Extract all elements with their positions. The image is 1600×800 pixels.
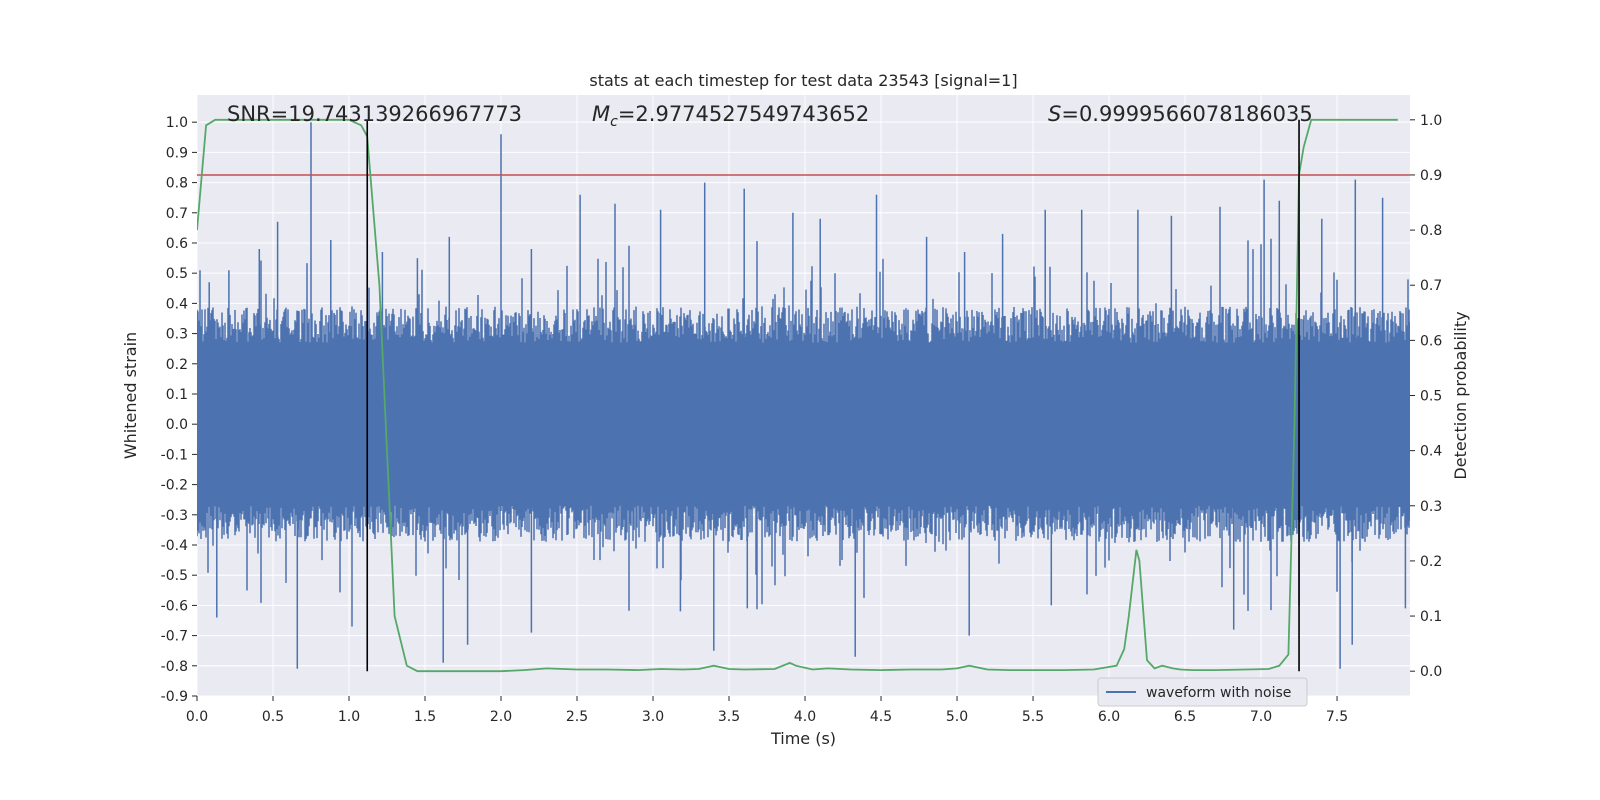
- y-tick-label: -0.8: [161, 659, 188, 675]
- y-tick-label: 0.7: [166, 206, 188, 222]
- y-tick-label: -0.5: [161, 568, 188, 584]
- y-tick-label: 0.3: [166, 327, 188, 343]
- y-axis-right-label: Detection probability: [1451, 311, 1470, 479]
- axes: 0.0 0.5 1.0 1.5 2.0 2.5 3.0 3.5 4.0 4.5 5.0 5.5 6.0 6…: [161, 113, 1443, 725]
- chart-title: stats at each timestep for test data 235…: [589, 71, 1017, 90]
- y-tick-label: 0.1: [166, 387, 188, 403]
- x-tick-label: 7.5: [1326, 709, 1348, 725]
- detection-probability-series: [197, 118, 1398, 673]
- y-tick-label: 0.5: [166, 266, 188, 282]
- x-tick-label: 0.0: [186, 709, 208, 725]
- waveform-series: [197, 122, 1410, 669]
- y-right-tick-label: 0.1: [1420, 609, 1442, 625]
- x-tick-label: 6.5: [1174, 709, 1196, 725]
- x-tick-label: 1.5: [414, 709, 436, 725]
- x-tick-label: 2.0: [490, 709, 512, 725]
- y-right-tick-label: 0.2: [1420, 554, 1442, 570]
- legend-box: [1097, 677, 1308, 707]
- annotations: SNR=19.743139266967773 Mc=2.977452754974…: [227, 102, 1313, 130]
- y-tick-label: 0.6: [166, 236, 188, 252]
- x-tick-label: 3.0: [642, 709, 664, 725]
- mc-subscript: c: [610, 114, 618, 130]
- mc-value: =2.9774527549743652: [618, 102, 869, 126]
- s-symbol: S: [1048, 102, 1061, 126]
- plot-content: [197, 118, 1410, 673]
- y-tick-label: 0.8: [166, 176, 188, 192]
- y-right-tick-label: 0.5: [1420, 389, 1442, 405]
- y-right-tick-label: 0.3: [1420, 499, 1442, 515]
- x-tick-label: 0.5: [262, 709, 284, 725]
- legend: waveform with noise: [1097, 677, 1308, 707]
- y-tick-label: 0.4: [166, 296, 188, 312]
- legend-label-waveform: waveform with noise: [1146, 685, 1291, 701]
- y-right-tick-label: 0.0: [1420, 664, 1442, 680]
- snr-annotation: SNR=19.743139266967773: [227, 102, 522, 126]
- y-tick-label: -0.2: [161, 478, 188, 494]
- y-right-tick-label: 0.8: [1420, 223, 1442, 239]
- s-annotation: S=0.9999566078186035: [1048, 102, 1313, 126]
- x-tick-label: 2.5: [566, 709, 588, 725]
- x-tick-label: 4.0: [794, 709, 816, 725]
- y-tick-label: 0.0: [166, 417, 188, 433]
- y-axis-label: Whitened strain: [121, 332, 140, 459]
- y-right-tick-label: 0.9: [1420, 168, 1442, 184]
- x-axis-label: Time (s): [770, 729, 836, 748]
- x-tick-label: 5.5: [1022, 709, 1044, 725]
- y-tick-label: -0.3: [161, 508, 188, 524]
- x-tick-label: 4.5: [870, 709, 892, 725]
- x-tick-label: 5.0: [946, 709, 968, 725]
- y-right-tick-label: 0.6: [1420, 333, 1442, 349]
- y-right-tick-label: 0.4: [1420, 444, 1442, 460]
- y-tick-label: 1.0: [166, 115, 188, 131]
- x-tick-label: 7.0: [1250, 709, 1272, 725]
- x-tick-label: 3.5: [718, 709, 740, 725]
- x-tick-label: 6.0: [1098, 709, 1120, 725]
- s-value: =0.9999566078186035: [1061, 102, 1312, 126]
- y-tick-label: -0.7: [161, 629, 188, 645]
- y-tick-label: -0.9: [161, 689, 188, 705]
- y-tick-label: -0.6: [161, 598, 188, 614]
- y-tick-label: -0.1: [161, 447, 188, 463]
- y-tick-label: -0.4: [161, 538, 188, 554]
- y-tick-label: 0.9: [166, 145, 188, 161]
- x-tick-label: 1.0: [338, 709, 360, 725]
- y-right-tick-label: 1.0: [1420, 113, 1442, 129]
- mc-symbol: M: [592, 102, 610, 126]
- chirp-mass-annotation: Mc=2.9774527549743652: [592, 102, 869, 130]
- y-right-tick-label: 0.7: [1420, 278, 1442, 294]
- y-tick-label: 0.2: [166, 357, 188, 373]
